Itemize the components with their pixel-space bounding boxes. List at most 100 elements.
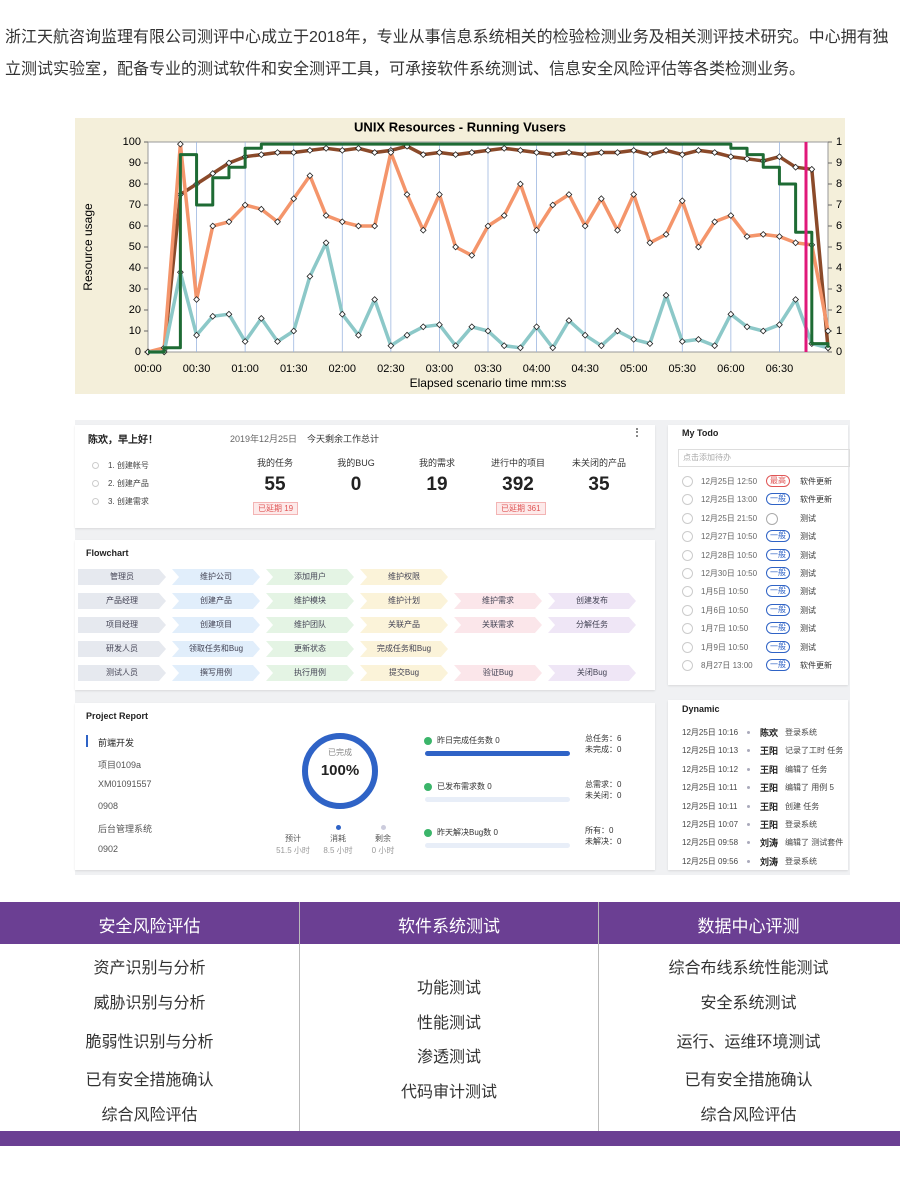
point [338,218,346,226]
flow-step: 管理员 [78,569,166,585]
x-tick-label: 05:00 [620,363,648,375]
series-line [148,142,830,354]
table-cell: 综合布线系统性能测试 [668,960,829,977]
point [452,243,460,251]
point [581,222,589,230]
todo-tag: 一般 [766,622,790,635]
point [565,317,573,324]
project-active [86,735,88,747]
point [371,149,379,156]
point [776,153,783,161]
dynamic-user: 刘涛 [760,856,779,867]
point [241,201,249,209]
point [711,149,719,156]
stat-value: 0 [350,474,362,495]
more-icon [636,428,640,437]
todo-text: 测试 [800,550,816,560]
todo-check [682,568,693,579]
todo-text: 测试 [800,569,816,578]
point [581,151,589,158]
check [424,783,432,791]
table-cell: 脆弱性识别与分析 [85,1034,214,1051]
todo-check [682,604,693,616]
stat-note: 已延期 361 [496,502,546,515]
point [290,327,298,335]
x-tick-label: 02:30 [377,363,405,375]
point [792,239,800,247]
dynamic-dot [747,859,750,863]
point [630,191,638,198]
table-header: 数据中心评测 [697,917,800,936]
dynamic-dot [747,767,750,771]
point [306,147,314,154]
x-tick-label: 05:30 [669,363,697,375]
project: 0902 [98,843,119,854]
dynamic-dot [747,749,750,753]
stat-label: 我的需求 [418,458,455,468]
y-tick-label: 80 [129,178,141,190]
todo-tag: 一般 [766,530,790,543]
y2-tick-label: 0 [836,346,842,358]
y-tick-label: 60 [129,220,141,232]
dynamic-user: 王阳 [760,801,779,812]
bar-stat: 未关闭：0 [585,791,622,800]
point [533,149,540,156]
dynamic-action: 编辑了 测试套件 [785,838,844,848]
todo-text: 软件更新 [800,661,832,670]
point [792,296,800,303]
table-cell: 代码审计测试 [400,1084,497,1101]
todo-tag: 一般 [766,585,790,598]
todo-time: 12月25日 12:50 [701,477,758,486]
stat-label: 进行中的项目 [490,458,545,468]
check [424,737,432,745]
progress-value: 100% [320,762,360,779]
todo-tag: 一般 [766,603,790,616]
point [484,222,492,230]
point [436,321,443,329]
project: 后台管理系统 [98,824,153,834]
x-tick-label: 03:00 [426,363,454,375]
todo-time: 8月27日 13:00 [701,661,753,670]
dynamic-time: 12月25日 10:16 [682,728,739,737]
flow-step: 创建发布 [548,593,636,609]
point [419,151,427,158]
hour-value: 8.5 小时 [323,846,353,855]
point [468,323,476,331]
point [614,327,621,335]
point [743,233,751,240]
dynamic-title: Dynamic [682,704,720,714]
flow-step: 维护团队 [266,617,354,633]
point [662,147,670,154]
dynamic-action: 登录系统 [785,728,817,737]
bar-stat: 总任务：6 [585,734,622,743]
y2-tick-label: 1 [836,136,842,148]
y-axis-label: Resource usage [81,203,95,291]
point [484,327,492,335]
point [727,153,735,161]
point [468,149,476,156]
flow-step: 项目经理 [78,617,166,633]
point [322,144,330,152]
point [274,218,281,226]
bar-label: 昨日完成任务数 0 [437,736,500,745]
table-cell: 运行、运维环境测试 [676,1034,821,1051]
table-cell: 安全系统测试 [700,995,797,1012]
point [322,239,330,247]
dynamic-action: 编辑了 任务 [785,764,828,774]
point [727,310,735,318]
point [225,218,233,226]
check [424,829,432,837]
summary-title: 今天剩余工作总计 [307,434,380,444]
point [338,310,346,318]
stat-value: 392 [502,474,534,495]
point [776,321,783,329]
todo-text: 测试 [800,587,816,597]
bar-stat: 未完成：0 [585,745,622,754]
y-tick-label: 90 [129,157,141,169]
todo-tag: 最高 [766,475,790,487]
hour-dot [336,825,341,830]
point [727,212,735,219]
dynamic-dot [747,823,750,826]
dynamic-time: 12月25日 10:13 [682,746,739,756]
point [630,147,638,154]
